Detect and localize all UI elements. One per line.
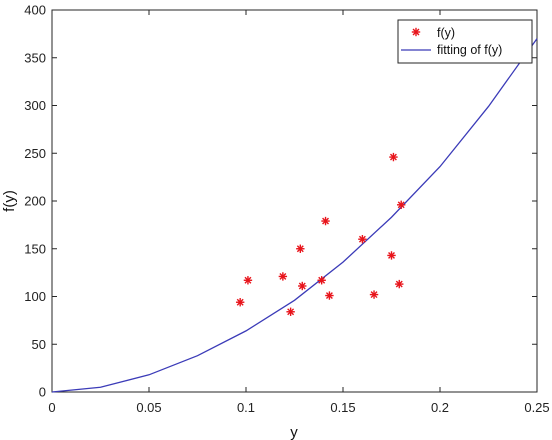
plot-area bbox=[51, 9, 538, 393]
data-point bbox=[296, 244, 305, 253]
data-point bbox=[298, 281, 307, 291]
x-tick-label: 0.1 bbox=[237, 400, 255, 415]
y-tick-label: 150 bbox=[24, 241, 46, 256]
y-tick-label: 50 bbox=[32, 337, 46, 352]
legend-box bbox=[397, 19, 533, 64]
data-point bbox=[243, 276, 253, 285]
x-axis-ticks: 0 0.05 0.1 0.15 0.2 0.25 bbox=[48, 10, 550, 415]
legend-star bbox=[411, 27, 421, 37]
x-tick-label: 0 bbox=[48, 400, 55, 415]
data-point bbox=[358, 235, 367, 244]
data-point bbox=[317, 276, 326, 285]
legend-entry-0: f(y) bbox=[437, 26, 455, 40]
data-point bbox=[235, 298, 245, 307]
x-axis-label: y bbox=[290, 424, 298, 440]
legend-marker-star bbox=[411, 27, 421, 37]
y-tick-label: 0 bbox=[39, 385, 46, 400]
data-point bbox=[321, 216, 330, 226]
y-tick-label: 200 bbox=[24, 194, 46, 209]
series-layer bbox=[51, 38, 538, 393]
y-tick-label: 300 bbox=[24, 98, 46, 113]
data-point bbox=[397, 200, 406, 210]
legend: f(y) fitting of f(y) bbox=[397, 19, 533, 64]
x-tick-label: 0.25 bbox=[524, 400, 549, 415]
x-tick-label: 0.05 bbox=[136, 400, 161, 415]
x-tick-label: 0.2 bbox=[431, 400, 449, 415]
data-point bbox=[389, 152, 398, 162]
x-tick-label: 0.15 bbox=[330, 400, 355, 415]
y-tick-label: 250 bbox=[24, 146, 46, 161]
fitted-curve bbox=[51, 38, 538, 393]
y-tick-label: 350 bbox=[24, 50, 46, 65]
data-point bbox=[286, 307, 295, 316]
legend-entry-1: fitting of f(y) bbox=[437, 43, 502, 57]
data-point bbox=[369, 290, 379, 299]
data-point bbox=[387, 251, 396, 260]
y-axis-ticks: 0 50 100 150 200 250 300 350 400 bbox=[24, 3, 537, 400]
y-tick-label: 100 bbox=[24, 289, 46, 304]
y-axis-label: f(y) bbox=[1, 190, 18, 212]
data-point bbox=[278, 272, 288, 281]
y-tick-label: 400 bbox=[24, 3, 46, 18]
data-point bbox=[395, 279, 404, 289]
data-point bbox=[325, 291, 334, 300]
